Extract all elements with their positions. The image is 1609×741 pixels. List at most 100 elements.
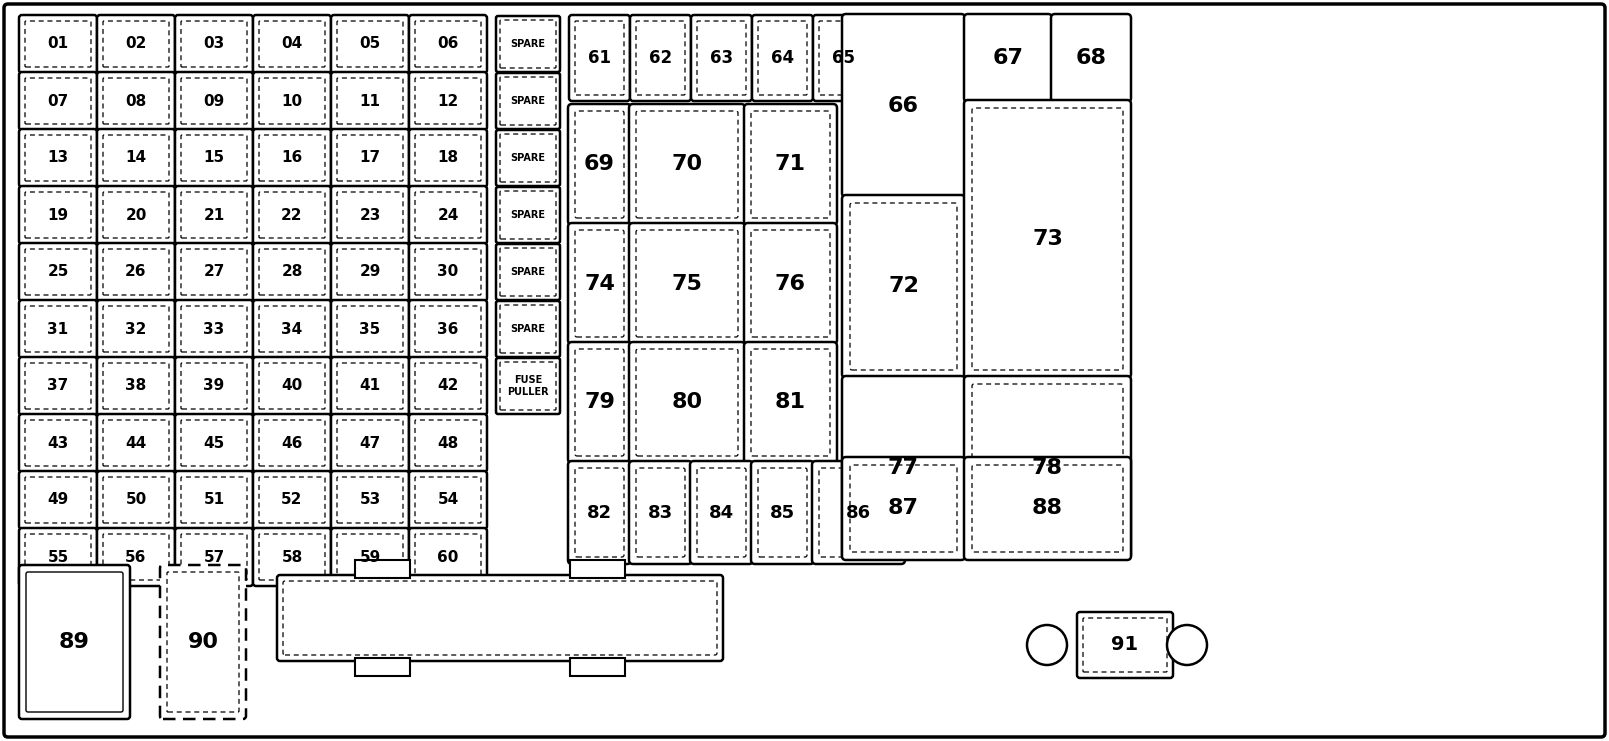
- Text: 22: 22: [282, 207, 302, 222]
- Text: 11: 11: [359, 93, 380, 108]
- Bar: [356, 658, 410, 676]
- Text: 40: 40: [282, 379, 302, 393]
- FancyBboxPatch shape: [175, 243, 253, 301]
- FancyBboxPatch shape: [331, 300, 409, 358]
- Text: 17: 17: [359, 150, 381, 165]
- FancyBboxPatch shape: [409, 129, 488, 187]
- Text: 71: 71: [776, 155, 806, 174]
- Text: 09: 09: [203, 93, 225, 108]
- Text: 21: 21: [203, 207, 225, 222]
- FancyBboxPatch shape: [751, 461, 814, 564]
- Text: SPARE: SPARE: [510, 324, 545, 334]
- FancyBboxPatch shape: [743, 342, 837, 463]
- Text: 34: 34: [282, 322, 302, 336]
- FancyBboxPatch shape: [743, 104, 837, 225]
- Circle shape: [1027, 625, 1067, 665]
- Text: 65: 65: [832, 49, 854, 67]
- Text: 52: 52: [282, 493, 302, 508]
- FancyBboxPatch shape: [175, 15, 253, 73]
- Text: 35: 35: [359, 322, 381, 336]
- Text: 73: 73: [1031, 229, 1064, 249]
- Text: SPARE: SPARE: [510, 96, 545, 106]
- FancyBboxPatch shape: [568, 342, 631, 463]
- FancyBboxPatch shape: [496, 301, 560, 357]
- FancyBboxPatch shape: [97, 186, 175, 244]
- Text: 58: 58: [282, 550, 302, 565]
- FancyBboxPatch shape: [964, 376, 1131, 559]
- FancyBboxPatch shape: [842, 14, 965, 197]
- FancyBboxPatch shape: [175, 471, 253, 529]
- Text: 81: 81: [776, 393, 806, 413]
- Text: 67: 67: [993, 48, 1023, 68]
- FancyBboxPatch shape: [253, 129, 331, 187]
- Text: 13: 13: [47, 150, 69, 165]
- Text: 24: 24: [438, 207, 459, 222]
- Text: 08: 08: [126, 93, 146, 108]
- FancyBboxPatch shape: [496, 16, 560, 72]
- FancyBboxPatch shape: [19, 15, 97, 73]
- Text: 39: 39: [203, 379, 225, 393]
- FancyBboxPatch shape: [842, 195, 965, 378]
- FancyBboxPatch shape: [253, 471, 331, 529]
- Text: 23: 23: [359, 207, 381, 222]
- Text: SPARE: SPARE: [510, 210, 545, 220]
- Text: SPARE: SPARE: [510, 39, 545, 49]
- FancyBboxPatch shape: [743, 223, 837, 344]
- FancyBboxPatch shape: [19, 129, 97, 187]
- FancyBboxPatch shape: [409, 15, 488, 73]
- Text: 15: 15: [203, 150, 225, 165]
- FancyBboxPatch shape: [253, 186, 331, 244]
- Text: 89: 89: [60, 632, 90, 652]
- Text: 30: 30: [438, 265, 459, 279]
- FancyBboxPatch shape: [97, 471, 175, 529]
- FancyBboxPatch shape: [19, 414, 97, 472]
- FancyBboxPatch shape: [1051, 14, 1131, 102]
- Text: 28: 28: [282, 265, 302, 279]
- Text: 83: 83: [648, 503, 673, 522]
- FancyBboxPatch shape: [964, 100, 1131, 378]
- FancyBboxPatch shape: [19, 300, 97, 358]
- FancyBboxPatch shape: [629, 223, 745, 344]
- Text: 61: 61: [587, 49, 611, 67]
- Text: 33: 33: [203, 322, 225, 336]
- FancyBboxPatch shape: [409, 243, 488, 301]
- Text: 26: 26: [126, 265, 146, 279]
- FancyBboxPatch shape: [631, 15, 690, 101]
- Text: 53: 53: [359, 493, 381, 508]
- FancyBboxPatch shape: [253, 300, 331, 358]
- FancyBboxPatch shape: [175, 414, 253, 472]
- FancyBboxPatch shape: [629, 342, 745, 463]
- FancyBboxPatch shape: [19, 528, 97, 586]
- Text: 85: 85: [771, 503, 795, 522]
- Text: 31: 31: [47, 322, 69, 336]
- FancyBboxPatch shape: [19, 471, 97, 529]
- FancyBboxPatch shape: [253, 528, 331, 586]
- Text: 48: 48: [438, 436, 459, 451]
- FancyBboxPatch shape: [331, 129, 409, 187]
- Text: 04: 04: [282, 36, 302, 52]
- Text: 63: 63: [710, 49, 734, 67]
- FancyBboxPatch shape: [97, 72, 175, 130]
- Text: 91: 91: [1112, 636, 1139, 654]
- Text: 59: 59: [359, 550, 381, 565]
- Text: 16: 16: [282, 150, 302, 165]
- FancyBboxPatch shape: [19, 186, 97, 244]
- FancyBboxPatch shape: [97, 414, 175, 472]
- FancyBboxPatch shape: [964, 14, 1052, 102]
- Text: 66: 66: [888, 96, 919, 116]
- Text: 18: 18: [438, 150, 459, 165]
- FancyBboxPatch shape: [175, 129, 253, 187]
- FancyBboxPatch shape: [409, 72, 488, 130]
- Text: 12: 12: [438, 93, 459, 108]
- FancyBboxPatch shape: [175, 528, 253, 586]
- FancyBboxPatch shape: [97, 300, 175, 358]
- Text: FUSE
PULLER: FUSE PULLER: [507, 375, 549, 396]
- FancyBboxPatch shape: [629, 461, 692, 564]
- Text: 32: 32: [126, 322, 146, 336]
- Text: 57: 57: [203, 550, 225, 565]
- FancyBboxPatch shape: [331, 414, 409, 472]
- FancyBboxPatch shape: [496, 187, 560, 243]
- Text: 38: 38: [126, 379, 146, 393]
- Text: 07: 07: [47, 93, 69, 108]
- FancyBboxPatch shape: [175, 72, 253, 130]
